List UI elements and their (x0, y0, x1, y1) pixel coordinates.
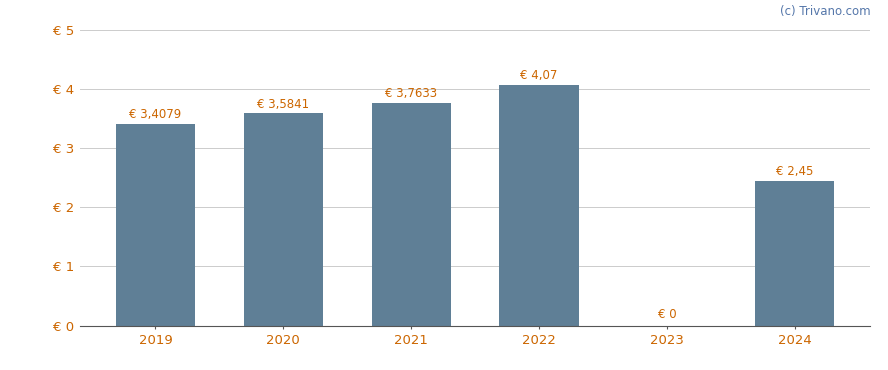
Text: (c) Trivano.com: (c) Trivano.com (780, 5, 870, 18)
Text: € 3,5841: € 3,5841 (258, 98, 309, 111)
Text: € 0: € 0 (657, 309, 676, 322)
Bar (115, 124, 195, 326)
Text: € 3,7633: € 3,7633 (385, 87, 437, 100)
Text: € 3,4079: € 3,4079 (130, 108, 182, 121)
Bar (755, 181, 835, 326)
Bar (499, 85, 579, 326)
Text: € 2,45: € 2,45 (776, 165, 813, 178)
Text: € 4,07: € 4,07 (520, 69, 558, 82)
Bar (371, 103, 451, 326)
Bar (243, 114, 323, 326)
